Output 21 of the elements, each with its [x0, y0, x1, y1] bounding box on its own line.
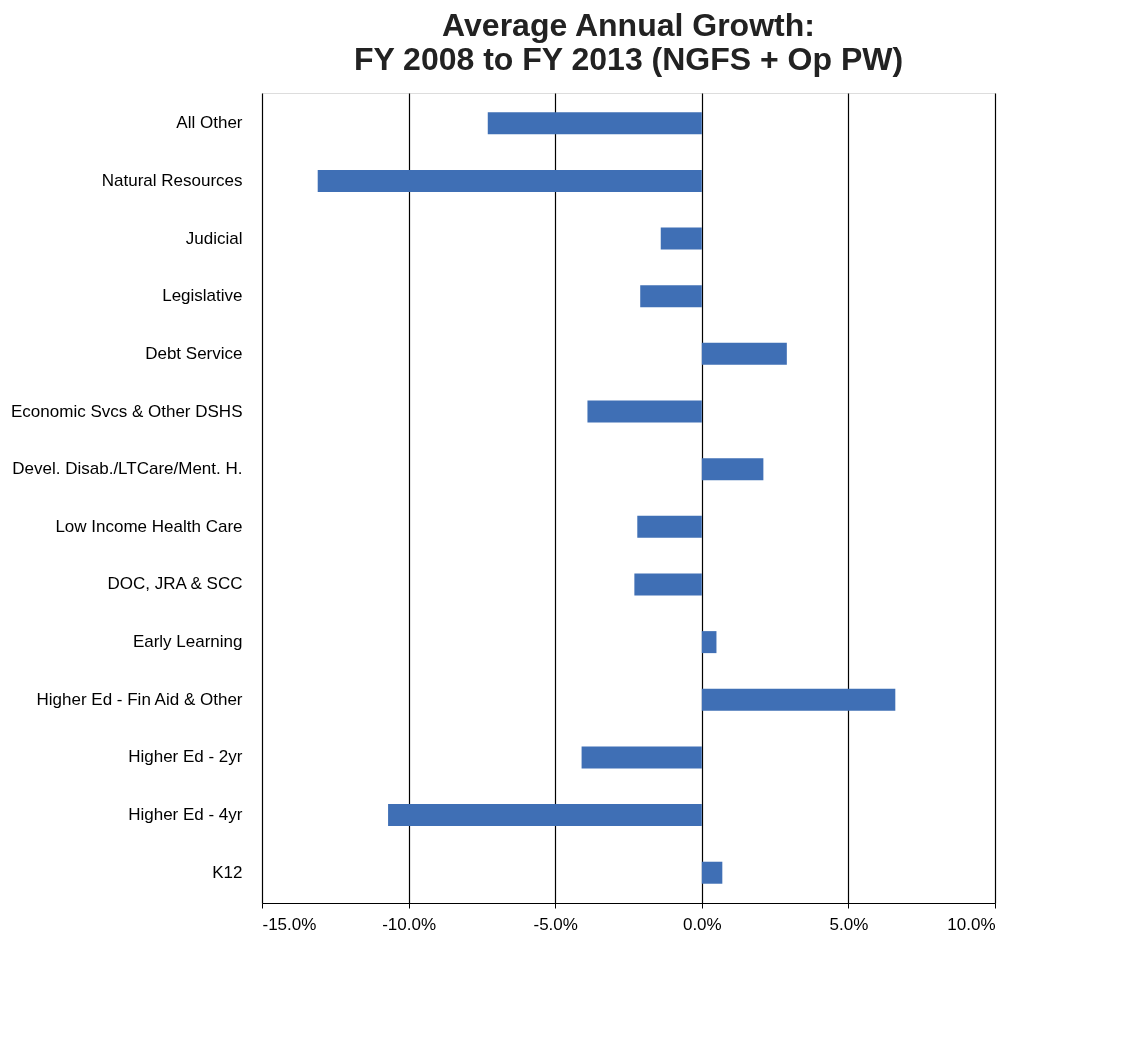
- y-tick-label: Judicial: [185, 228, 243, 248]
- y-tick-label: Natural Resources: [101, 170, 243, 190]
- y-tick-label: Higher Ed - Fin Aid & Other: [36, 689, 243, 709]
- y-tick-label: K12: [212, 862, 243, 882]
- x-tick-label: -15.0%: [262, 914, 317, 934]
- y-tick-label: Higher Ed - 2yr: [128, 747, 243, 767]
- y-tick-label: Higher Ed - 4yr: [128, 805, 243, 825]
- x-tick-label: 0.0%: [682, 914, 722, 934]
- y-tick-label: Early Learning: [132, 632, 243, 652]
- x-tick-label: 5.0%: [829, 914, 869, 934]
- x-tick-label: -10.0%: [382, 914, 437, 934]
- y-tick-label: Legislative: [162, 286, 243, 306]
- y-tick-label: DOC, JRA & SCC: [107, 574, 243, 594]
- chart-title: Average Annual Growth: FY 2008 to FY 2013 (NGFS + Op PW): [353, 7, 904, 77]
- y-tick-label: Devel. Disab./LTCare/Ment. H.: [12, 459, 243, 479]
- y-tick-label: Low Income Health Care: [55, 516, 243, 536]
- x-tick-label: 10.0%: [947, 914, 996, 934]
- y-tick-label: Economic Svcs & Other DSHS: [11, 401, 243, 421]
- x-tick-label: -5.0%: [533, 914, 578, 934]
- y-tick-label: Debt Service: [145, 343, 243, 363]
- y-tick-label: All Other: [176, 113, 243, 133]
